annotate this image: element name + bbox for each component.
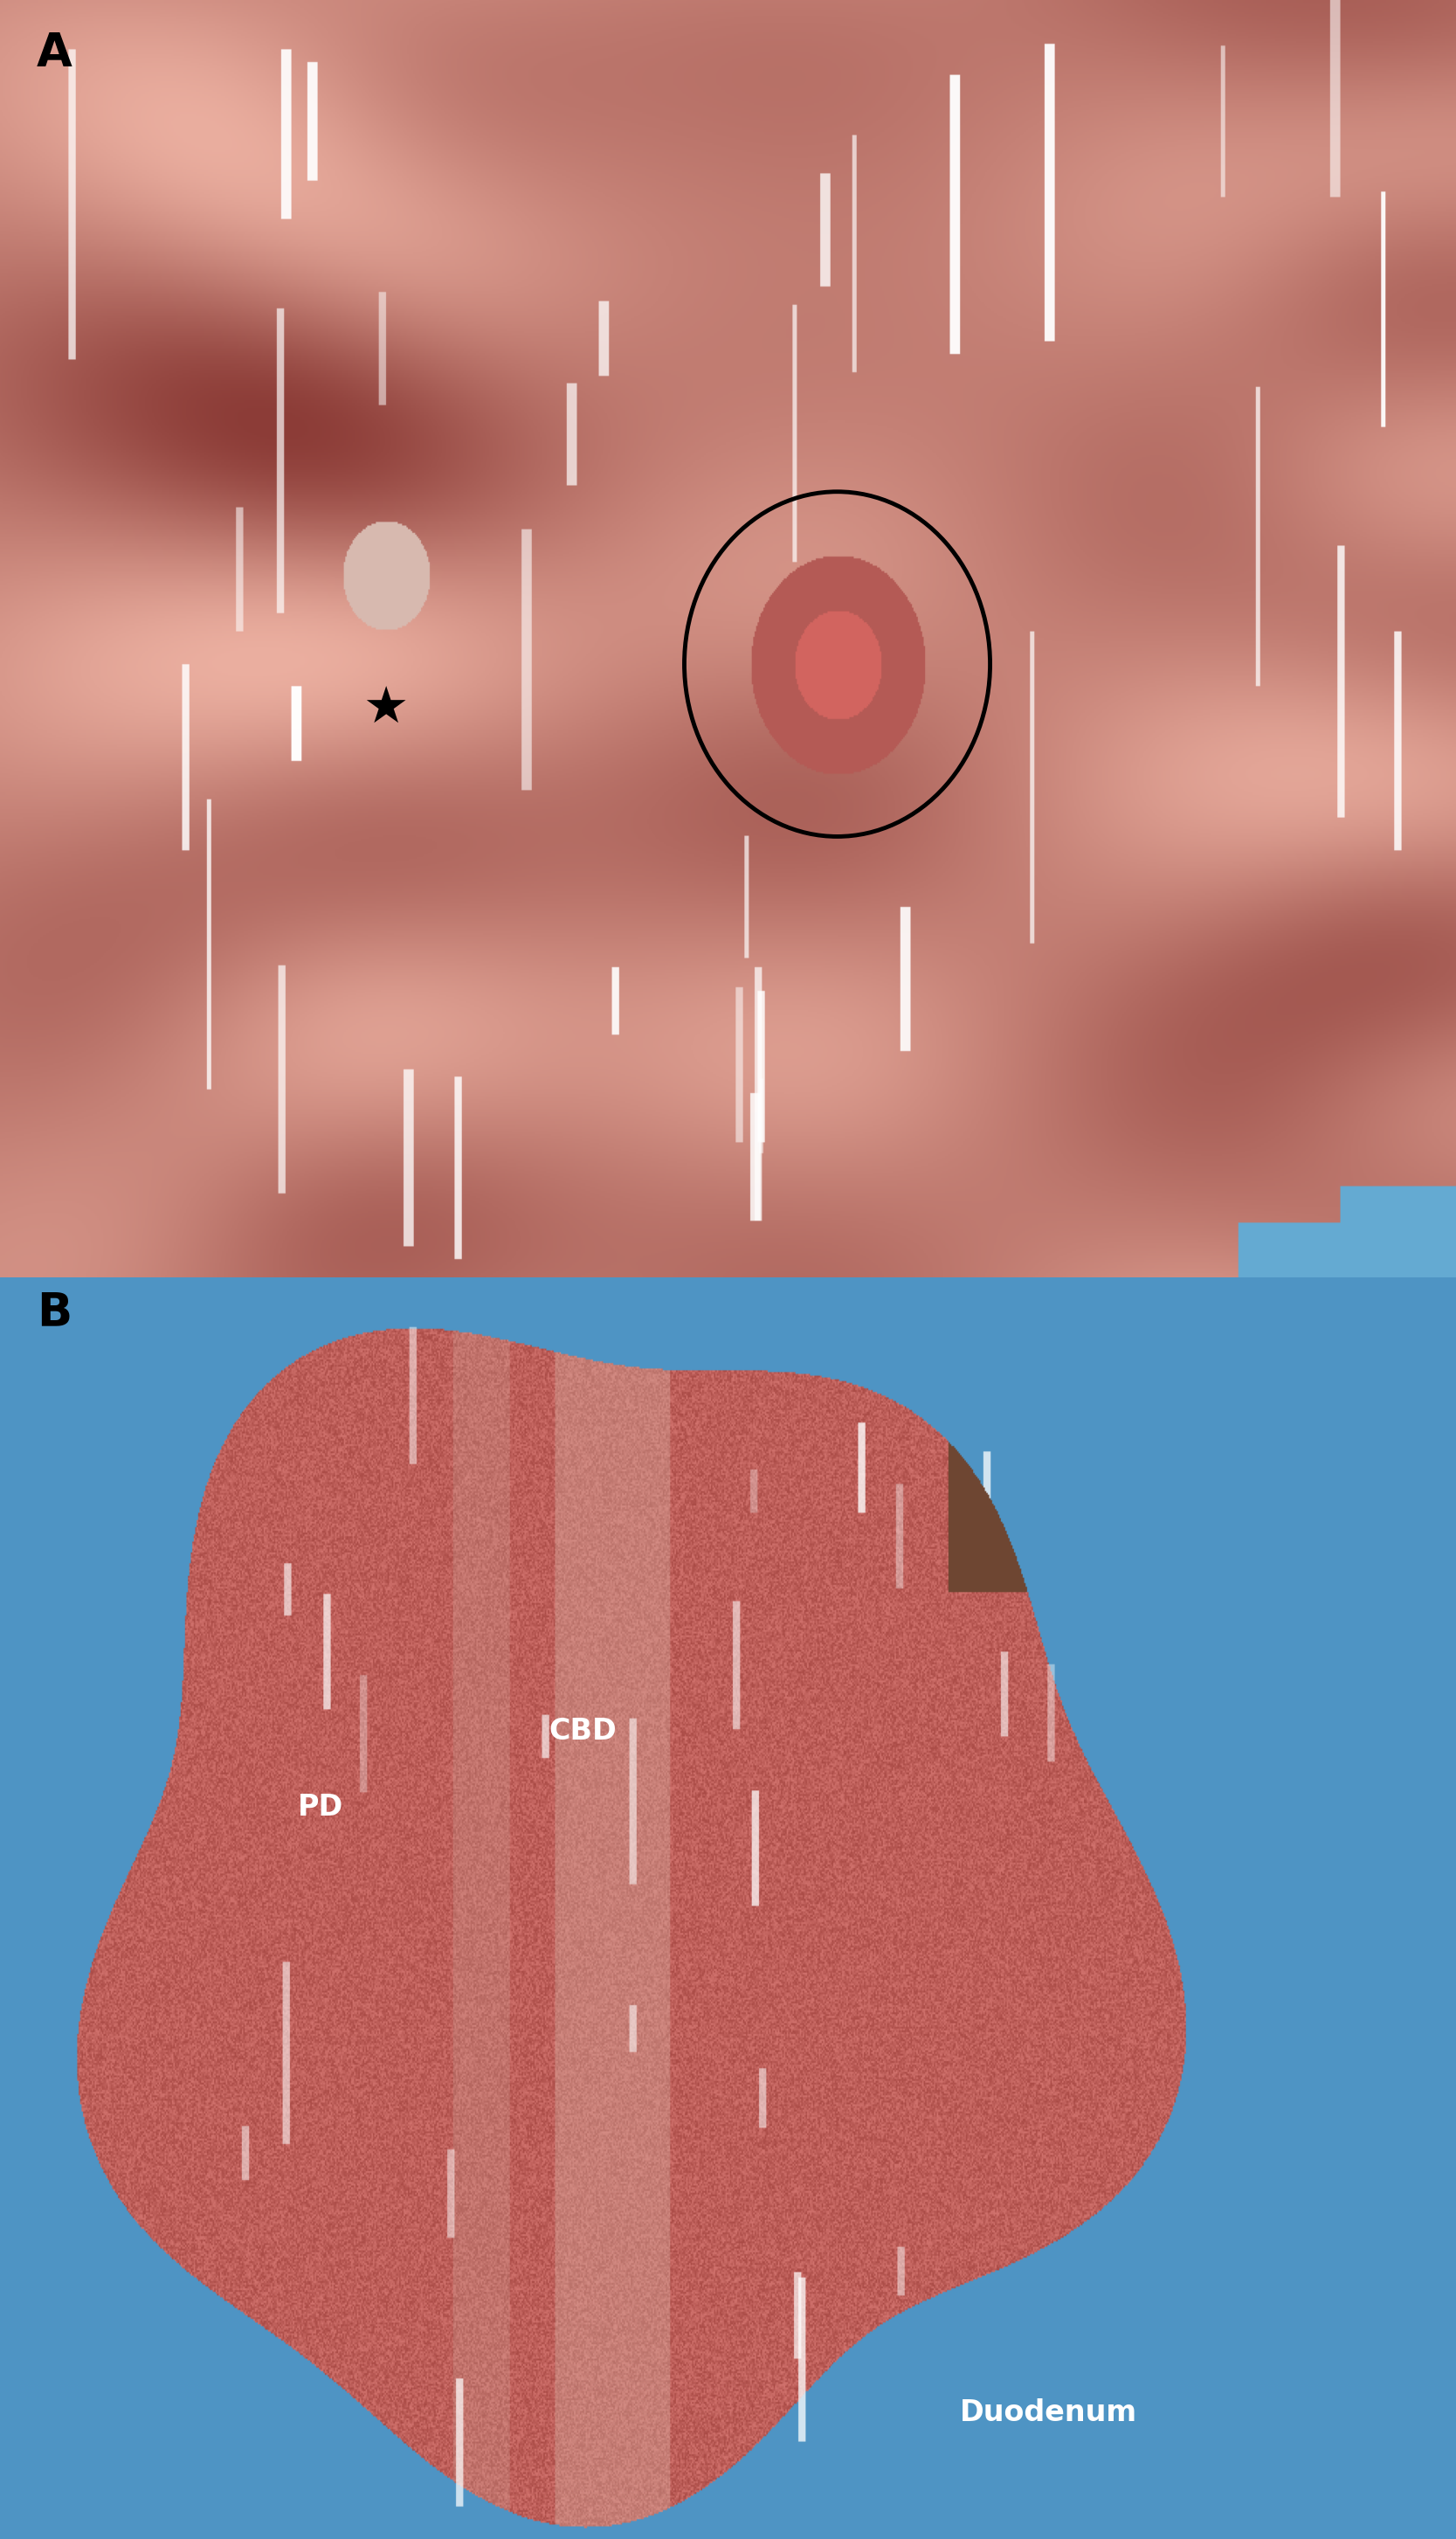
- Text: A: A: [36, 30, 73, 76]
- Text: B: B: [36, 1290, 71, 1336]
- Text: PD: PD: [297, 1793, 344, 1820]
- Text: Duodenum: Duodenum: [960, 2399, 1137, 2427]
- Text: CBD: CBD: [549, 1716, 616, 1747]
- Text: ★: ★: [363, 683, 409, 734]
